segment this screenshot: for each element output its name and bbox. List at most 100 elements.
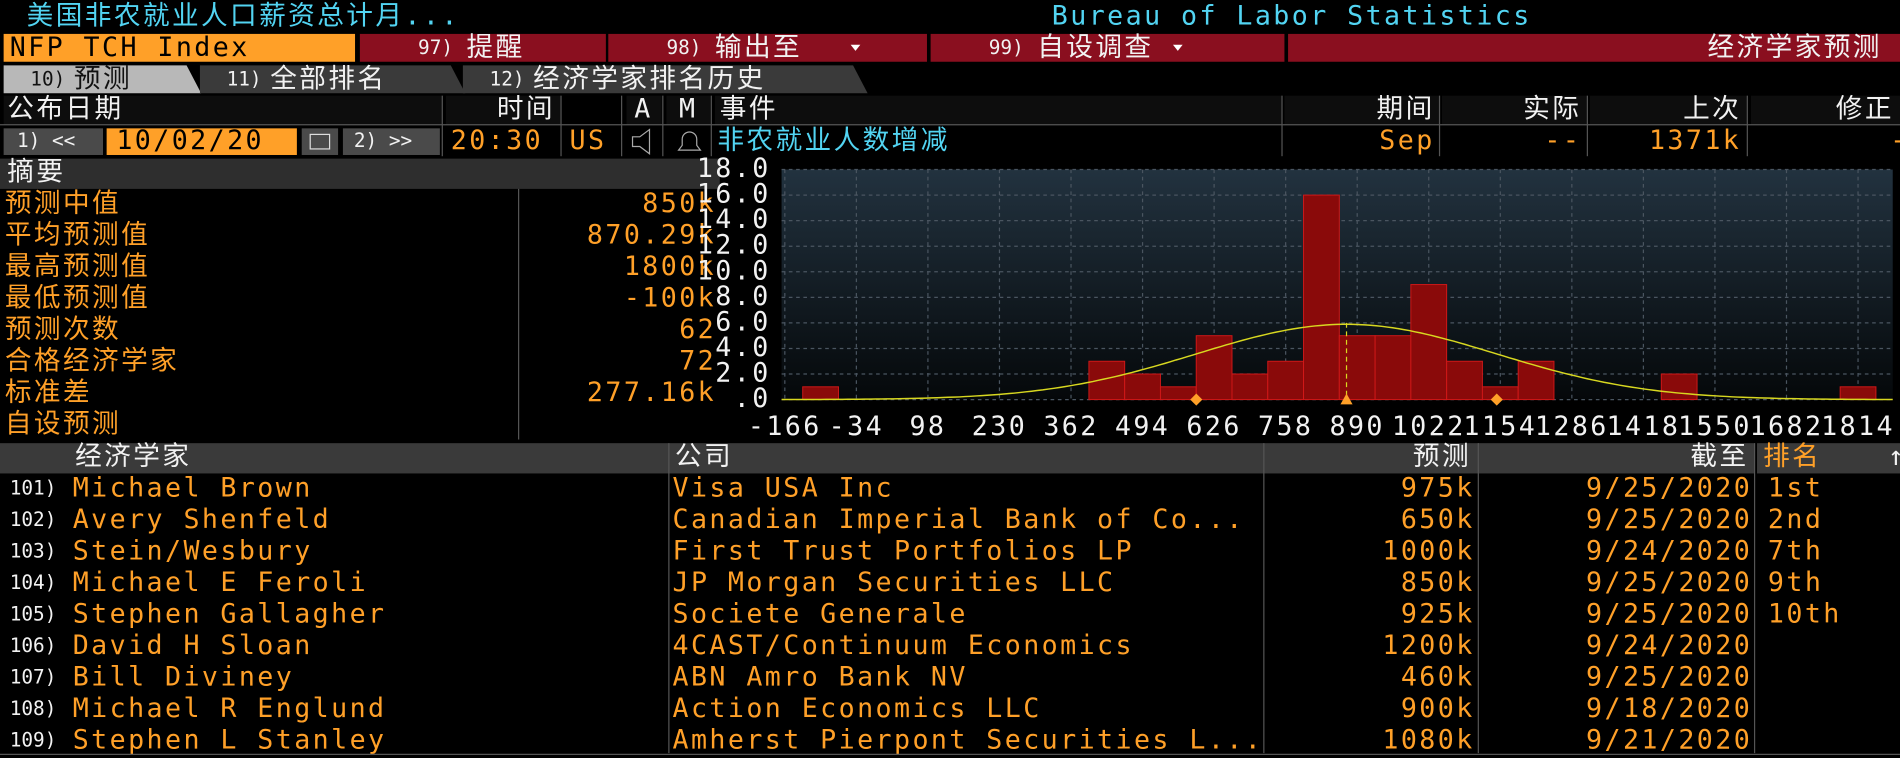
y-tick-label: 18.0 (697, 153, 771, 184)
tab[interactable] (3, 65, 202, 94)
tab-num: 11) (227, 67, 262, 90)
histogram-bar (1124, 373, 1161, 401)
column-header: 预测 (1413, 441, 1471, 472)
histogram-bar (802, 386, 839, 401)
header-label: 上次 (1683, 94, 1741, 125)
tab-num: 10) (30, 67, 65, 90)
tab[interactable] (462, 65, 868, 94)
prev-label: 1) << (17, 129, 75, 152)
x-tick-label: 1418 (1606, 411, 1680, 442)
x-tick-label: 98 (909, 411, 946, 442)
table-cell: 1000k (1382, 536, 1474, 567)
tab-num: 12) (490, 67, 525, 90)
toolbar-button[interactable] (359, 33, 606, 62)
header-cell (445, 95, 562, 125)
column-header: 经济学家 (75, 441, 191, 472)
toolbar-right: 经济学家预测 (1707, 32, 1881, 63)
table-cell: Action Economics LLC (673, 693, 1042, 724)
ticker: NFP TCH Index (10, 32, 250, 63)
histogram-bar (1410, 284, 1448, 401)
summary-label: 平均预测值 (5, 220, 150, 251)
x-tick-label: -34 (829, 411, 884, 442)
x-tick-label: 494 (1115, 411, 1170, 442)
summary-label: 标准差 (5, 377, 92, 408)
summary-label: 合格经济学家 (5, 346, 179, 377)
histogram-bar (1517, 360, 1555, 401)
ticker-box[interactable] (3, 33, 356, 62)
table-cell: 9/25/2020 (1586, 504, 1752, 535)
summary-label: 预测次数 (5, 314, 121, 345)
table-cell: Michael Brown (73, 473, 313, 504)
y-tick-label: 2.0 (715, 358, 770, 389)
toolbar-right-box[interactable] (1288, 33, 1900, 62)
row-number: 106) (10, 634, 57, 657)
table-cell: 9th (1768, 567, 1823, 598)
row-number: 107) (10, 666, 57, 689)
table-cell: Canadian Imperial Bank of Co... (673, 504, 1245, 535)
y-tick-label: 14.0 (697, 204, 771, 235)
histogram-bar (1195, 335, 1233, 401)
x-tick-label: 1814 (1821, 411, 1895, 442)
speaker-icon[interactable] (631, 128, 651, 155)
tab-label: 全部排名 (270, 63, 386, 94)
table-cell: 925k (1401, 599, 1475, 630)
table-cell: JP Morgan Securities LLC (673, 567, 1116, 598)
summary-value: 62 (679, 314, 716, 345)
date: 10/02/20 (116, 125, 264, 156)
date-field[interactable] (106, 128, 297, 155)
toolbar-num: 99) (989, 36, 1024, 59)
header-cell (1284, 95, 1440, 125)
summary-label: 预测中值 (5, 188, 121, 219)
row-number: 105) (10, 603, 57, 626)
event-name: 非农就业人数增减 (717, 125, 949, 156)
table-cell: 9/25/2020 (1586, 599, 1752, 630)
table-cell: 9/25/2020 (1586, 473, 1752, 504)
bell-icon[interactable] (677, 131, 702, 151)
row-number: 101) (10, 477, 57, 500)
histogram-bar (1839, 386, 1877, 401)
header-cell (666, 95, 711, 125)
table-cell: Visa USA Inc (673, 473, 895, 504)
table-cell: Amherst Pierpont Securities L... (673, 725, 1264, 756)
histogram-bar (1303, 194, 1340, 401)
summary-label: 最高预测值 (5, 251, 150, 282)
y-tick-label: 10.0 (697, 255, 771, 286)
table-cell: Avery Shenfeld (73, 504, 331, 535)
tab[interactable] (199, 65, 466, 94)
table-cell: 9/24/2020 (1586, 630, 1752, 661)
table-cell: 1st (1768, 473, 1823, 504)
table-header-sorted (1757, 443, 1900, 474)
row-number: 104) (10, 571, 57, 594)
summary-value: 1800k (624, 251, 716, 282)
table-cell: 975k (1401, 473, 1475, 504)
table-cell: 850k (1401, 567, 1475, 598)
column-header: 截至 (1690, 441, 1748, 472)
y-tick-label: 16.0 (697, 179, 771, 210)
histogram-bar (1446, 360, 1483, 401)
country: US (570, 125, 607, 156)
row-number: 109) (10, 729, 57, 752)
x-tick-label: 1286 (1535, 411, 1609, 442)
y-tick-label: 8.0 (715, 281, 770, 312)
calendar-button[interactable] (301, 128, 339, 155)
header-label: 事件 (720, 94, 778, 125)
toolbar-num: 97) (418, 36, 453, 59)
table-cell: 9/25/2020 (1586, 662, 1752, 693)
next-button[interactable] (342, 128, 440, 155)
toolbar-label: 自设调查 (1037, 32, 1153, 63)
histogram-bar (1374, 335, 1412, 401)
table-cell: 1080k (1382, 725, 1474, 756)
next-label: 2) >> (354, 129, 412, 152)
row-number: 103) (10, 540, 57, 563)
toolbar-button[interactable] (608, 33, 927, 62)
header-cell (1441, 95, 1588, 125)
header-label: M (679, 94, 697, 125)
toolbar-button[interactable] (930, 33, 1285, 62)
histogram-bar (1159, 386, 1197, 401)
prev-button[interactable] (3, 128, 103, 155)
normal-curve (781, 323, 1893, 401)
summary-value: 72 (679, 346, 716, 377)
x-tick-label: 1022 (1392, 411, 1466, 442)
summary-value: -100k (624, 283, 716, 314)
